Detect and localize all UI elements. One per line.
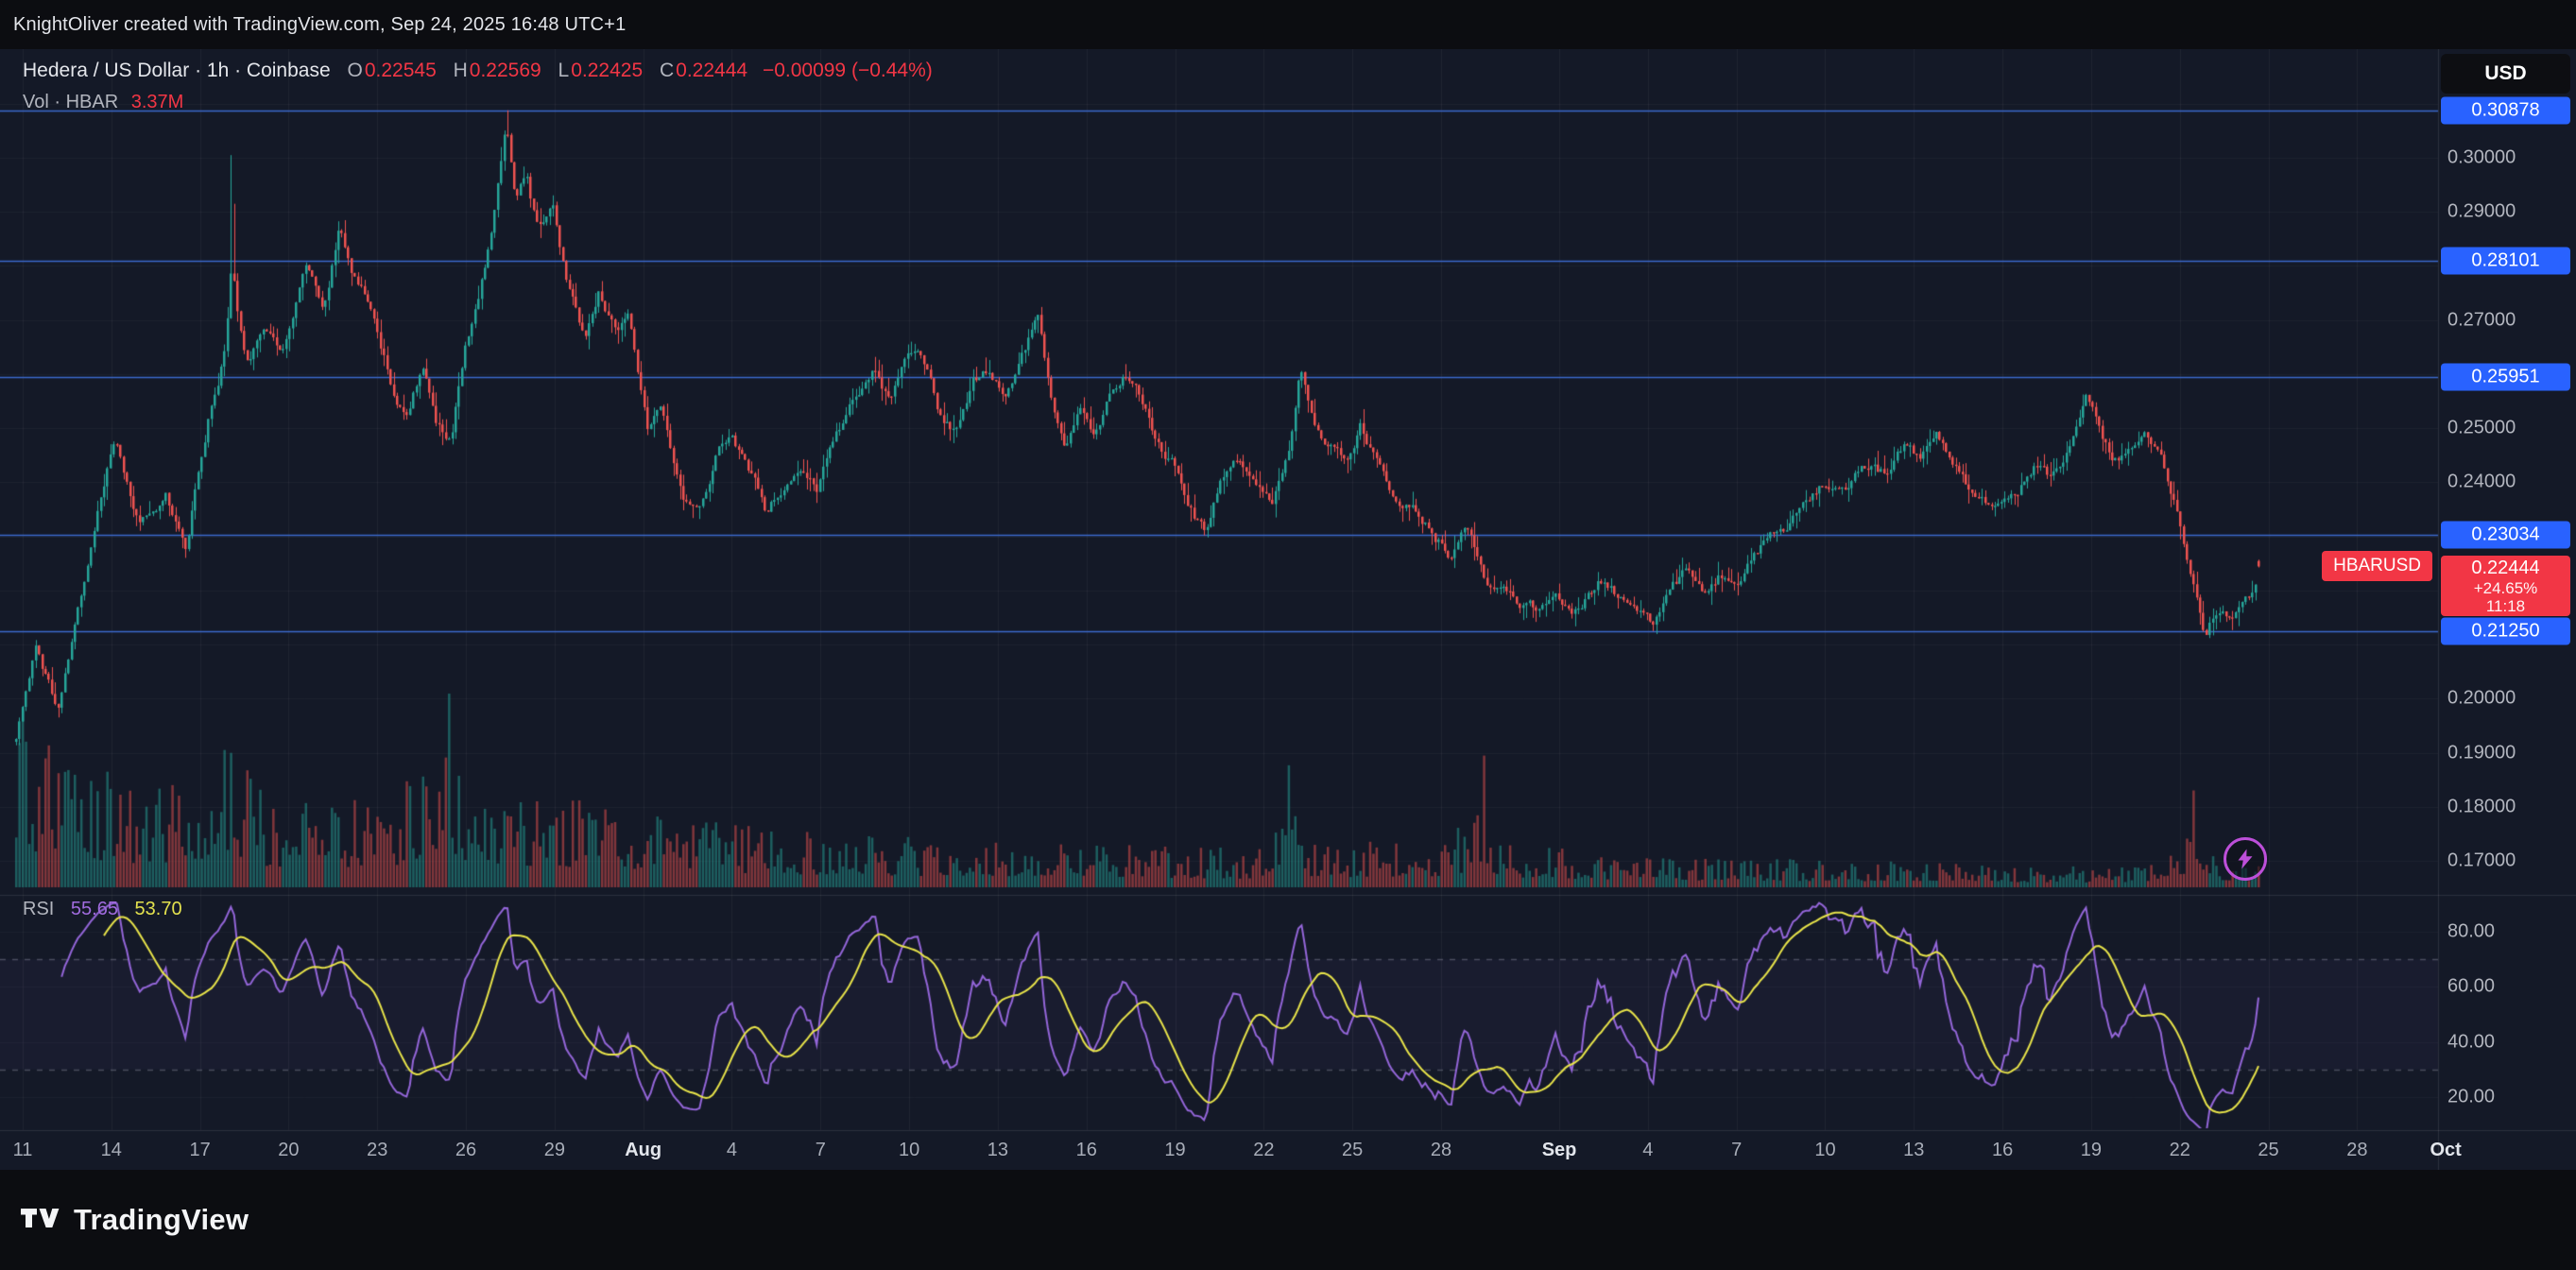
time-tick-label: 25 — [1342, 1140, 1364, 1160]
price-tick-label: 0.17000 — [2447, 850, 2516, 871]
price-tick-label: 0.30000 — [2447, 146, 2516, 168]
price-tick-label: 0.18000 — [2447, 796, 2516, 817]
tradingview-logo-icon[interactable] — [21, 1208, 62, 1232]
ohlc-close-label: C — [660, 60, 675, 81]
rsi-tick-label: 80.00 — [2447, 920, 2496, 942]
currency-button-label: USD — [2484, 62, 2527, 84]
ohlc-high-value: 0.22569 — [469, 60, 541, 81]
rsi-tick-label: 60.00 — [2447, 975, 2496, 997]
price-tick-label: 0.25000 — [2447, 417, 2516, 438]
price-tick-label: 0.29000 — [2447, 200, 2516, 222]
rsi-label: RSI — [23, 899, 55, 919]
volume-legend: Vol · HBAR 3.37M — [23, 92, 183, 113]
quick-trade-button[interactable] — [2224, 837, 2267, 881]
time-tick-label: Aug — [625, 1140, 662, 1160]
volume-label: Vol · HBAR — [23, 92, 119, 112]
time-tick-label: 25 — [2258, 1140, 2279, 1160]
price-tick-label: 0.20000 — [2447, 687, 2516, 709]
time-axis[interactable]: 11 14 17 20 23 26 29 Aug 4 7 10 13 16 19 22 25 28 Sep 4 7 10… — [0, 1130, 2576, 1170]
time-tick-label: 19 — [2080, 1140, 2103, 1160]
price-tick-label: 0.27000 — [2447, 309, 2516, 331]
time-tick-label: 13 — [1903, 1140, 1925, 1160]
ohlc-change: −0.00099 (−0.44%) — [762, 60, 933, 81]
ohlc-low-value: 0.22425 — [571, 60, 644, 81]
footer: TradingView — [0, 1170, 2576, 1270]
time-tick-label: 14 — [100, 1140, 122, 1160]
lightning-icon — [2234, 848, 2257, 870]
price-axis[interactable]: USD 0.22444 +24.65% 11:18 0.30000 0.29000… — [2438, 49, 2576, 1170]
price-tick-label: 0.24000 — [2447, 471, 2516, 492]
time-tick-label: 20 — [278, 1140, 300, 1160]
time-tick-label: 26 — [455, 1140, 477, 1160]
price-level-badge: 0.28101 — [2441, 247, 2570, 275]
chart-canvas[interactable] — [0, 49, 2576, 1170]
time-tick-label: Oct — [2430, 1140, 2462, 1160]
symbol-legend: Hedera / US Dollar · 1h · Coinbase O0.22… — [23, 60, 933, 82]
time-tick-label: 7 — [815, 1140, 826, 1160]
time-tick-label: 17 — [189, 1140, 211, 1160]
currency-button[interactable]: USD — [2441, 54, 2570, 94]
time-tick-label: 10 — [898, 1140, 920, 1160]
time-tick-label: 7 — [1731, 1140, 1743, 1160]
last-price-change: +24.65% — [2473, 578, 2538, 597]
bar-countdown: 11:18 — [2485, 596, 2526, 615]
attribution-text: KnightOliver created with TradingView.co… — [13, 13, 627, 35]
volume-value: 3.37M — [130, 92, 184, 112]
ohlc-open-label: O — [347, 60, 363, 81]
time-tick-label: 19 — [1164, 1140, 1186, 1160]
time-tick-label: 16 — [1991, 1140, 2014, 1160]
symbol-price-tag: HBARUSD — [2322, 551, 2432, 581]
last-price-badge: 0.22444 +24.65% 11:18 — [2441, 556, 2570, 616]
rsi-ma-value: 53.70 — [134, 899, 182, 919]
price-level-badge: 0.25951 — [2441, 363, 2570, 391]
rsi-legend: RSI 55.65 53.70 — [23, 899, 182, 920]
symbol-tag-text: HBARUSD — [2333, 556, 2421, 575]
chart-region: Hedera / US Dollar · 1h · Coinbase O0.22… — [0, 49, 2576, 1170]
time-tick-label: 13 — [987, 1140, 1009, 1160]
time-tick-label: 22 — [1253, 1140, 1275, 1160]
time-tick-label: 11 — [12, 1140, 33, 1160]
last-price-value: 0.22444 — [2471, 557, 2540, 578]
price-tick-label: 0.19000 — [2447, 742, 2516, 764]
brand-wordmark[interactable]: TradingView — [74, 1203, 249, 1236]
time-tick-label: 10 — [1814, 1140, 1836, 1160]
rsi-value: 55.65 — [70, 899, 118, 919]
time-tick-label: Sep — [1541, 1140, 1577, 1160]
ohlc-low-label: L — [558, 60, 570, 81]
ohlc-open-value: 0.22545 — [364, 60, 437, 81]
price-level-badge: 0.30878 — [2441, 96, 2570, 125]
price-level-badge: 0.21250 — [2441, 617, 2570, 645]
symbol-title: Hedera / US Dollar · 1h · Coinbase — [23, 60, 331, 81]
time-tick-label: 22 — [2169, 1140, 2190, 1160]
rsi-tick-label: 20.00 — [2447, 1086, 2496, 1107]
time-tick-label: 4 — [726, 1140, 738, 1160]
time-tick-label: 29 — [543, 1140, 565, 1160]
ohlc-close-value: 0.22444 — [676, 60, 748, 81]
ohlc-high-label: H — [453, 60, 468, 81]
time-tick-label: 4 — [1642, 1140, 1654, 1160]
time-tick-label: 28 — [2346, 1140, 2368, 1160]
time-tick-label: 28 — [1430, 1140, 1452, 1160]
time-tick-label: 16 — [1075, 1140, 1097, 1160]
attribution-bar: KnightOliver created with TradingView.co… — [0, 0, 2576, 49]
rsi-tick-label: 40.00 — [2447, 1031, 2496, 1053]
price-level-badge: 0.23034 — [2441, 521, 2570, 549]
time-tick-label: 23 — [367, 1140, 388, 1160]
